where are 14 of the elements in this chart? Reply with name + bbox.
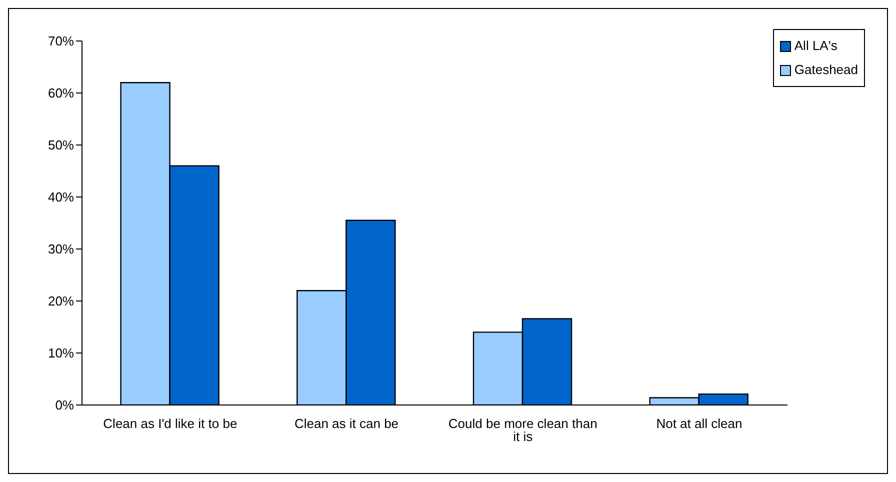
x-tick-label: Clean as I'd like it to be (103, 416, 238, 432)
y-tick-label: 20% (48, 294, 74, 309)
y-tick-label: 40% (48, 190, 74, 205)
x-tick-label: Clean as it can be (294, 416, 399, 432)
legend-label: All LA's (794, 37, 838, 55)
y-tick-label: 60% (48, 86, 74, 101)
y-tick-label: 10% (48, 346, 74, 361)
x-tick-label: Not at all clean (656, 416, 742, 432)
y-tick-label: 50% (48, 138, 74, 153)
y-tick-label: 0% (55, 398, 74, 413)
y-tick-label: 70% (48, 34, 74, 49)
legend-label: Gateshead (794, 61, 858, 79)
y-tick-label: 30% (48, 242, 74, 257)
x-tick-label: Could be more clean than it is (448, 416, 598, 444)
